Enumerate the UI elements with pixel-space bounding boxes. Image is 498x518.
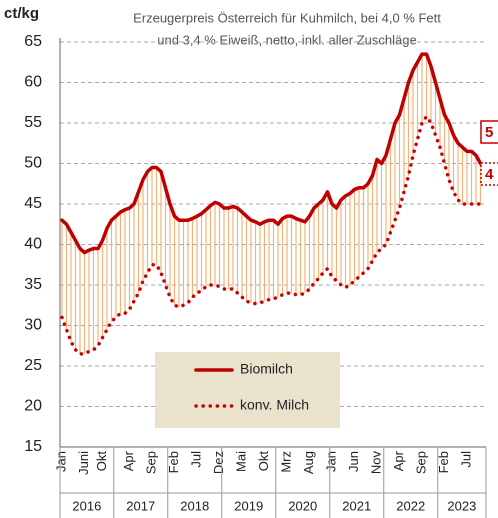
year-label: 2022 [396, 498, 425, 513]
x-tick-label: Jan [53, 451, 68, 472]
x-tick-label: Okt [256, 451, 271, 472]
x-tick-label: Dez [211, 451, 226, 474]
year-label: 2021 [342, 498, 371, 513]
year-label: 2016 [72, 498, 101, 513]
year-label: 2017 [126, 498, 155, 513]
y-axis-label: ct/kg [4, 5, 39, 22]
y-tick-label: 35 [24, 276, 42, 293]
x-tick-label: Feb [436, 451, 451, 473]
x-tick-label: Sep [413, 451, 428, 474]
legend-label: konv. Milch [240, 397, 309, 413]
x-tick-label: Aug [301, 451, 316, 474]
x-tick-label: Jun [346, 451, 361, 472]
chart-title: Erzeugerpreis Österreich für Kuhmilch, b… [133, 10, 441, 25]
year-label: 2023 [447, 498, 476, 513]
x-tick-label: Jul [458, 451, 473, 468]
x-tick-label: Okt [94, 451, 109, 472]
y-tick-label: 15 [24, 438, 42, 455]
year-label: 2020 [288, 498, 317, 513]
y-tick-label: 40 [24, 236, 42, 253]
year-label: 2018 [180, 498, 209, 513]
y-tick-label: 20 [24, 398, 42, 415]
x-tick-label: Apr [121, 450, 136, 471]
series-line [60, 52, 483, 255]
x-tick-label: Nov [368, 451, 383, 475]
x-tick-label: Mai [233, 451, 248, 472]
x-tick-label: Apr [391, 450, 406, 471]
y-tick-label: 55 [24, 114, 42, 131]
legend-label: Biomilch [240, 361, 293, 377]
y-tick-label: 45 [24, 195, 42, 212]
chart-subtitle: und 3,4 % Eiweiß, netto, inkl. aller Zus… [157, 32, 416, 47]
x-tick-label: Feb [166, 451, 181, 473]
end-label: 5 [485, 124, 493, 141]
x-tick-label: Jul [188, 451, 203, 468]
y-tick-label: 30 [24, 317, 42, 334]
x-tick-label: Sep [143, 451, 158, 474]
y-tick-label: 65 [24, 33, 42, 50]
y-tick-label: 60 [24, 74, 42, 91]
end-label-box [480, 162, 498, 186]
x-tick-label: Juni [76, 451, 91, 475]
x-tick-label: Mrz [278, 451, 293, 473]
legend-box [155, 352, 340, 428]
series-line [60, 114, 483, 356]
y-tick-label: 25 [24, 357, 42, 374]
year-label: 2019 [234, 498, 263, 513]
y-tick-label: 50 [24, 155, 42, 172]
end-label-box [480, 120, 498, 144]
x-tick-label: Jan [323, 451, 338, 472]
end-label: 4 [485, 166, 494, 183]
